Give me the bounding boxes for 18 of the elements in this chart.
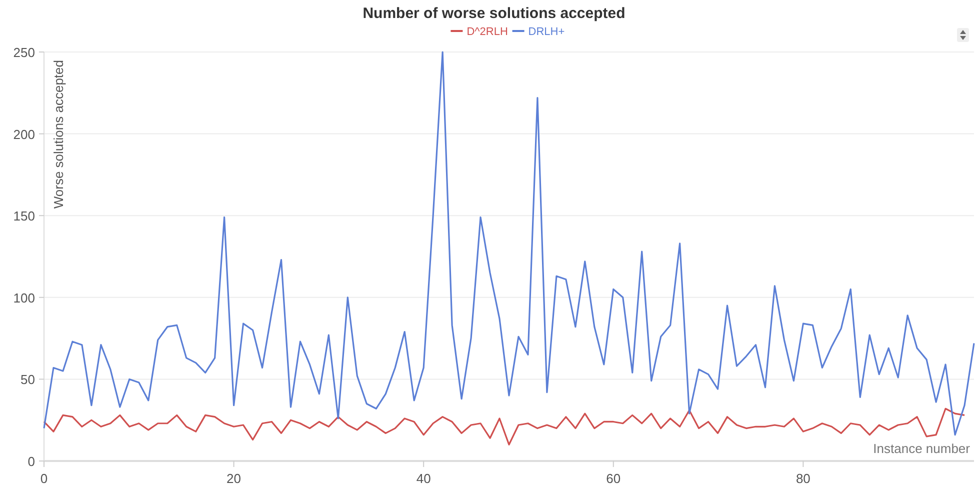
y-tick-label: 0 <box>28 454 35 469</box>
line-series <box>43 51 975 436</box>
x-tick-label: 60 <box>606 471 621 486</box>
legend-label: DRLH+ <box>528 26 565 38</box>
y-tick-label: 100 <box>13 290 35 306</box>
chart-title: Number of worse solutions accepted <box>362 5 626 22</box>
x-tick-label: 20 <box>226 471 242 486</box>
legend-label: D^2RLH <box>466 26 508 38</box>
x-tick-label: 40 <box>416 471 431 486</box>
x-tick-label: 80 <box>796 471 810 486</box>
y-axis-title: Worse solutions accepted <box>51 60 66 209</box>
x-tick-label: 0 <box>40 471 48 486</box>
y-tick-label: 150 <box>13 208 35 224</box>
line-series <box>43 408 966 446</box>
y-tick-label: 200 <box>13 126 35 142</box>
x-axis-title: Instance number <box>873 441 971 456</box>
y-tick-label: 250 <box>13 45 35 60</box>
y-tick-label: 50 <box>20 372 35 388</box>
